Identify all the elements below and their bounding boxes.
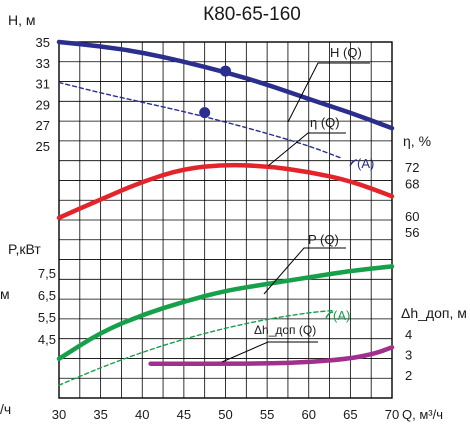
x-tick-label: 30: [52, 407, 66, 422]
pa-leader-tick: [325, 311, 334, 319]
x-tick-label: 55: [260, 407, 274, 422]
pa-curve-label: (A): [333, 308, 350, 323]
efficiency-tick-label: 56: [405, 225, 419, 240]
left-power-unit-fragment: м: [0, 286, 10, 302]
eta-curve-label: η (Q): [310, 115, 340, 130]
head-tick-label: 31: [36, 77, 50, 92]
x-axis-label: Q, м³/ч: [402, 407, 443, 422]
efficiency-tick-label: 72: [405, 160, 419, 175]
power-tick-label: 6,5: [38, 288, 56, 303]
power-curve-a: [58, 309, 335, 386]
power-tick-label: 4,5: [38, 332, 56, 347]
power-axis-label: P,кВт: [8, 241, 41, 257]
operating-point-marker: [220, 65, 231, 77]
x-tick-label: 50: [218, 407, 232, 422]
head-tick-label: 25: [36, 139, 50, 154]
pq-leader-line: [263, 247, 346, 295]
operating-point-marker: [199, 107, 211, 119]
x-tick-label: 65: [343, 407, 357, 422]
npsh-tick-label: 3: [405, 348, 412, 363]
efficiency-tick-label: 60: [405, 209, 419, 224]
hq-curve-label: H (Q): [330, 45, 362, 60]
ha-curve-label: (A): [357, 156, 374, 171]
x-tick-label: 70: [385, 407, 399, 422]
power-tick-label: 5,5: [38, 310, 56, 325]
x-tick-label: 60: [302, 407, 316, 422]
x-tick-label: 40: [135, 407, 149, 422]
head-tick-label: 27: [36, 118, 50, 133]
npsh-tick-label: 2: [405, 368, 412, 383]
npsh-curve-label: Δh_доп (Q): [254, 323, 316, 337]
hq-leader-line: [287, 62, 370, 123]
curve-callouts: H (Q) (A) η (Q) P (Q) (A) Δh_доп (Q): [221, 45, 374, 363]
npsh-axis-label: Δh_доп, м: [401, 305, 467, 321]
power-tick-label: 7,5: [38, 266, 56, 281]
left-bottom-unit-fragment: /ч: [0, 401, 11, 417]
x-tick-label: 45: [177, 407, 191, 422]
chart-title: К80-65-160: [203, 4, 301, 25]
head-tick-label: 29: [36, 97, 50, 112]
npsh-leader-line: [221, 341, 318, 363]
head-tick-label: 33: [36, 56, 50, 71]
chart-labels: 30 35 40 45 50 55 60 65 70 Q, м³/чH, м35333129272…: [0, 12, 467, 422]
efficiency-curve: [56, 162, 395, 221]
npsh-curve: [148, 345, 395, 366]
efficiency-tick-label: 68: [405, 176, 419, 191]
npsh-tick-label: 4: [405, 327, 412, 342]
efficiency-axis-label: η, %: [403, 133, 431, 149]
ha-leader-tick: [349, 159, 358, 167]
pq-curve-label: P (Q): [308, 232, 339, 247]
head-tick-label: 35: [36, 35, 50, 50]
chart-curves: [56, 39, 395, 386]
head-axis-label: H, м: [8, 12, 36, 28]
power-curve-q: [56, 264, 395, 362]
eta-leader-line: [267, 132, 346, 167]
x-tick-label: 35: [93, 407, 107, 422]
